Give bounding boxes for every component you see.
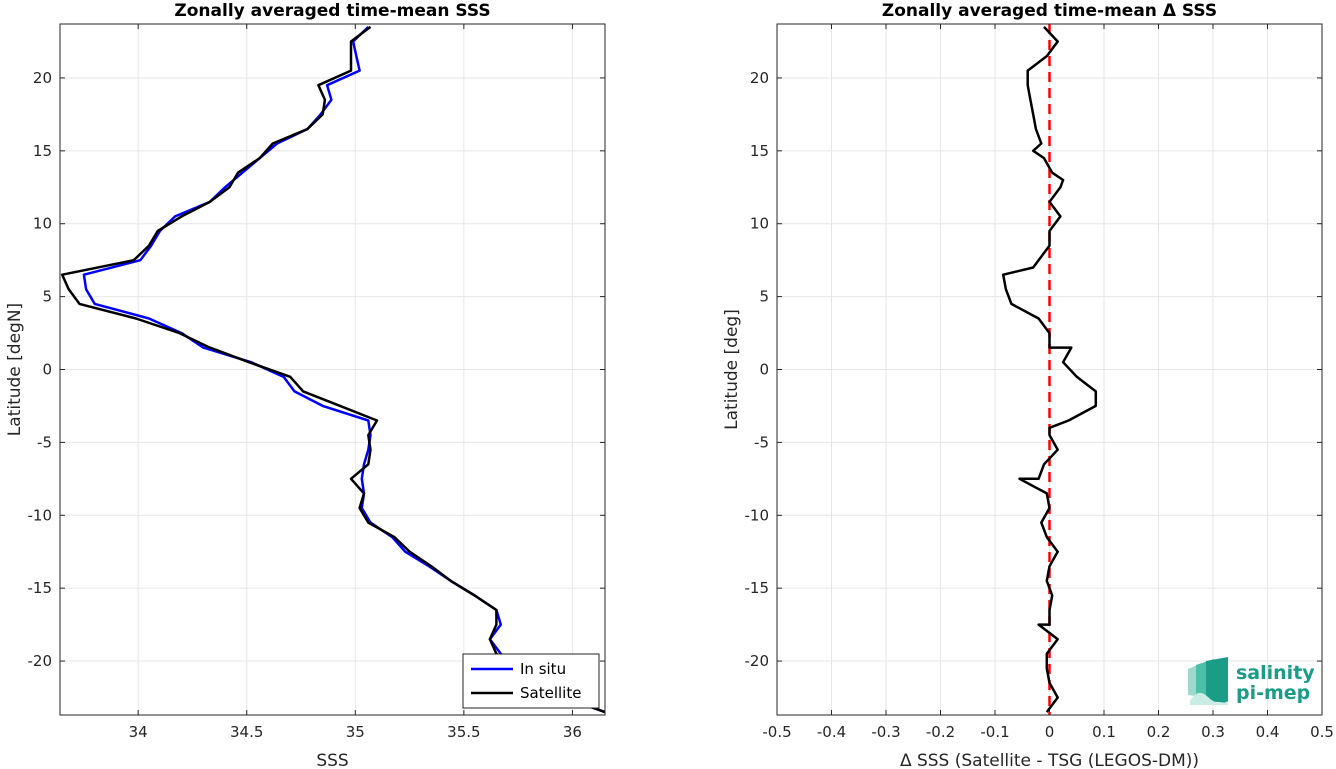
y-tick-label: -10 bbox=[28, 506, 53, 524]
sss-panel: 34 34.5 35 35.5 36 -20 -15 -10 -5 0 5 10 15 20 Zonally… bbox=[5, 1, 606, 769]
series-delta-sss-line bbox=[1001, 26, 1098, 713]
y-tick-label: 0 bbox=[759, 361, 769, 379]
y-tick-label: 10 bbox=[750, 215, 769, 233]
x-tick-label: 0.4 bbox=[1256, 723, 1280, 741]
x-tick-label: 0.5 bbox=[1310, 723, 1334, 741]
x-axis-label: SSS bbox=[316, 751, 348, 769]
legend-label: In situ bbox=[520, 660, 566, 678]
logo-line2: pi-mep bbox=[1236, 682, 1310, 704]
axes-frame bbox=[776, 23, 1323, 716]
y-axis-label: Latitude [deg] bbox=[722, 309, 742, 430]
x-tick-label: 0.1 bbox=[1092, 723, 1116, 741]
axes-frame bbox=[59, 23, 606, 716]
y-tick-label: 10 bbox=[33, 215, 52, 233]
y-tick-label: -5 bbox=[37, 433, 52, 451]
y-tick-label: 5 bbox=[759, 288, 769, 306]
x-tick-label: 35.5 bbox=[447, 723, 480, 741]
y-tick-label: 0 bbox=[42, 361, 52, 379]
y-tick-label: 5 bbox=[42, 288, 52, 306]
legend-box bbox=[462, 653, 600, 709]
chart-title: Zonally averaged time-mean Δ SSS bbox=[882, 1, 1217, 21]
series-satellite-line bbox=[60, 25, 606, 714]
x-tick-label: 36 bbox=[563, 723, 582, 741]
x-axis-label: Δ SSS (Satellite - TSG (LEGOS-DM)) bbox=[900, 751, 1199, 769]
y-tick-label: -20 bbox=[28, 652, 53, 670]
x-tick-label: 34.5 bbox=[230, 723, 263, 741]
x-tick-label: -0.4 bbox=[817, 723, 846, 741]
x-tick-label: 35 bbox=[346, 723, 365, 741]
y-tick-label: -5 bbox=[754, 433, 769, 451]
y-axis-label: Latitude [degN] bbox=[5, 303, 25, 436]
legend-label: Satellite bbox=[520, 684, 581, 702]
logo-mark-icon bbox=[1188, 657, 1228, 705]
x-tick-label: -0.3 bbox=[871, 723, 900, 741]
x-tick-label: 34 bbox=[129, 723, 148, 741]
y-tick-label: 15 bbox=[750, 142, 769, 160]
x-tick-label: 0 bbox=[1045, 723, 1055, 741]
chart-title: Zonally averaged time-mean SSS bbox=[174, 1, 490, 21]
y-tick-label: -20 bbox=[745, 652, 770, 670]
y-tick-label: 20 bbox=[33, 69, 52, 87]
x-tick-label: -0.5 bbox=[762, 723, 791, 741]
salinity-pi-mep-logo: salinity pi-mep bbox=[1188, 657, 1315, 705]
logo-line1: salinity bbox=[1236, 662, 1315, 684]
legend: In situ Satellite bbox=[462, 653, 600, 709]
x-tick-label: 0.3 bbox=[1201, 723, 1225, 741]
x-tick-label: -0.2 bbox=[926, 723, 955, 741]
y-tick-label: 15 bbox=[33, 142, 52, 160]
delta-sss-panel: -0.5 -0.4 -0.3 -0.2 -0.1 0 0.1 0.2 0.3 0.4 0.5 -20 -… bbox=[722, 1, 1334, 769]
y-tick-label: -10 bbox=[745, 506, 770, 524]
y-tick-label: -15 bbox=[745, 579, 770, 597]
x-tick-label: -0.1 bbox=[980, 723, 1009, 741]
y-tick-label: 20 bbox=[750, 69, 769, 87]
x-tick-label: 0.2 bbox=[1147, 723, 1171, 741]
y-tick-label: -15 bbox=[28, 579, 53, 597]
